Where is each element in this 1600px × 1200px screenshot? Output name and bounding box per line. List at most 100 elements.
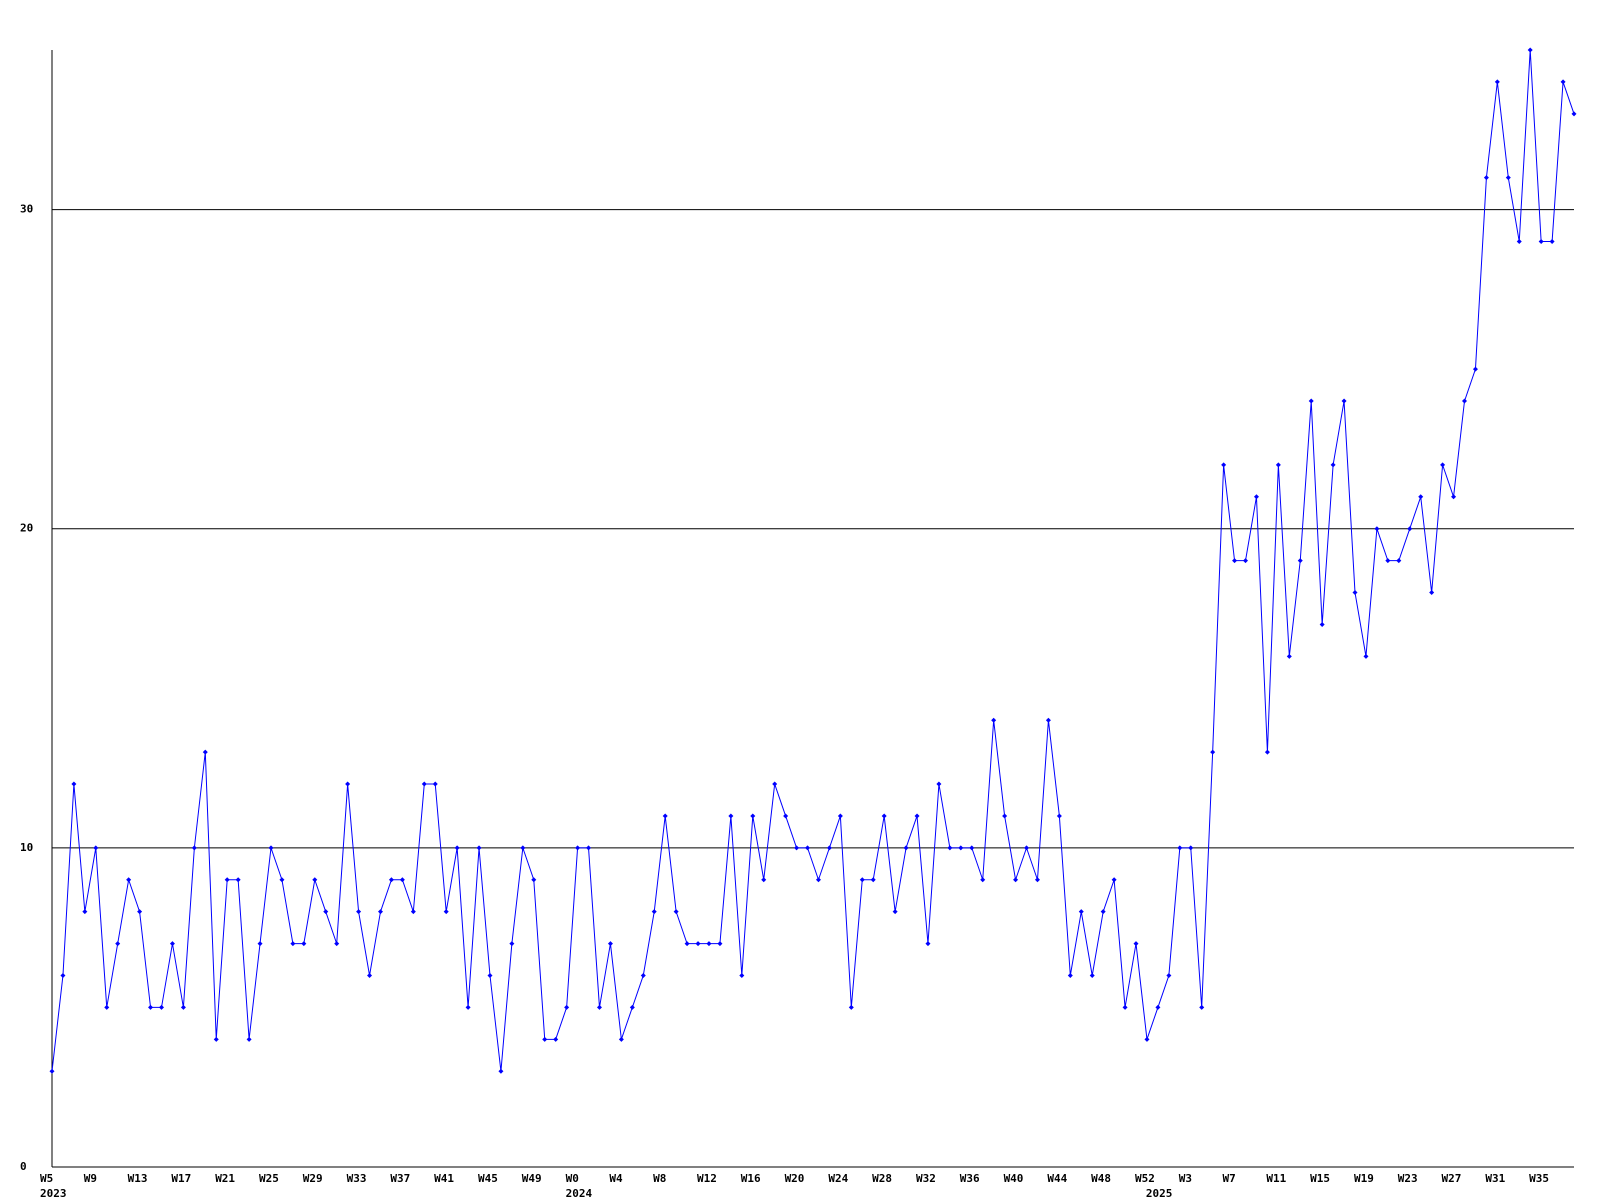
x-tick-label: W20 [785, 1172, 805, 1185]
data-point [739, 973, 745, 979]
data-point [257, 941, 263, 947]
data-point [191, 845, 197, 851]
x-tick-label: W5 [40, 1172, 53, 1185]
x-tick-label: W33 [347, 1172, 367, 1185]
data-point [301, 941, 307, 947]
data-point [1494, 79, 1500, 85]
data-point [345, 781, 351, 787]
data-point [1560, 79, 1566, 85]
data-point [1177, 845, 1183, 851]
data-point [586, 845, 592, 851]
data-point [388, 877, 394, 883]
data-point [848, 1004, 854, 1010]
data-point [1253, 494, 1259, 500]
data-point [991, 717, 997, 723]
data-point [1045, 717, 1051, 723]
data-point [903, 845, 909, 851]
data-point [279, 877, 285, 883]
x-year-label: 2025 [1146, 1187, 1173, 1200]
data-point [575, 845, 581, 851]
x-tick-label: W28 [872, 1172, 892, 1185]
data-point [1429, 590, 1435, 596]
data-point [432, 781, 438, 787]
data-point [312, 877, 318, 883]
x-tick-label: W37 [390, 1172, 410, 1185]
data-point [443, 909, 449, 915]
x-tick-label: W11 [1266, 1172, 1286, 1185]
data-point [629, 1004, 635, 1010]
data-point [1319, 621, 1325, 627]
data-point [1330, 462, 1336, 468]
data-point [1188, 845, 1194, 851]
x-tick-label: W21 [215, 1172, 235, 1185]
x-tick-label: W25 [259, 1172, 279, 1185]
data-point [1133, 941, 1139, 947]
x-tick-label: W44 [1047, 1172, 1067, 1185]
data-point [1100, 909, 1106, 915]
data-point [399, 877, 405, 883]
x-tick-label: W27 [1442, 1172, 1462, 1185]
x-year-label: 2023 [40, 1187, 67, 1200]
data-point [1286, 653, 1292, 659]
data-point [367, 973, 373, 979]
data-point [673, 909, 679, 915]
data-point [1067, 973, 1073, 979]
data-point [290, 941, 296, 947]
data-point [662, 813, 668, 819]
data-point [158, 1004, 164, 1010]
data-point [1538, 238, 1544, 244]
x-tick-label: W24 [828, 1172, 848, 1185]
data-point [1407, 526, 1413, 532]
data-point [334, 941, 340, 947]
data-point [750, 813, 756, 819]
data-point [1056, 813, 1062, 819]
data-point [82, 909, 88, 915]
data-point [1275, 462, 1281, 468]
data-point [213, 1036, 219, 1042]
x-tick-label: W16 [741, 1172, 761, 1185]
x-tick-label: W3 [1179, 1172, 1192, 1185]
data-point [1144, 1036, 1150, 1042]
x-tick-label: W9 [84, 1172, 97, 1185]
data-point [936, 781, 942, 787]
data-point [1549, 238, 1555, 244]
data-point [607, 941, 613, 947]
data-point [1210, 749, 1216, 755]
data-point [772, 781, 778, 787]
data-point [531, 877, 537, 883]
data-point [246, 1036, 252, 1042]
data-point [1440, 462, 1446, 468]
x-tick-label: W17 [171, 1172, 191, 1185]
data-point [706, 941, 712, 947]
data-point [104, 1004, 110, 1010]
data-point [509, 941, 515, 947]
data-point [837, 813, 843, 819]
x-tick-label: W31 [1485, 1172, 1505, 1185]
data-point [1462, 398, 1468, 404]
data-point [761, 877, 767, 883]
data-point [815, 877, 821, 883]
data-point [377, 909, 383, 915]
data-point [235, 877, 241, 883]
data-point [60, 973, 66, 979]
x-tick-label: W41 [434, 1172, 454, 1185]
data-point [1013, 877, 1019, 883]
data-point [1166, 973, 1172, 979]
data-point [651, 909, 657, 915]
data-point [1111, 877, 1117, 883]
data-point [1243, 558, 1249, 564]
data-point [498, 1068, 504, 1074]
data-point [202, 749, 208, 755]
data-line [51, 49, 1575, 1072]
data-point [410, 909, 416, 915]
data-point [947, 845, 953, 851]
data-point [1527, 47, 1533, 53]
x-tick-label: W7 [1223, 1172, 1236, 1185]
x-tick-label: W8 [653, 1172, 666, 1185]
data-point [925, 941, 931, 947]
data-point [969, 845, 975, 851]
data-point [805, 845, 811, 851]
data-point [148, 1004, 154, 1010]
